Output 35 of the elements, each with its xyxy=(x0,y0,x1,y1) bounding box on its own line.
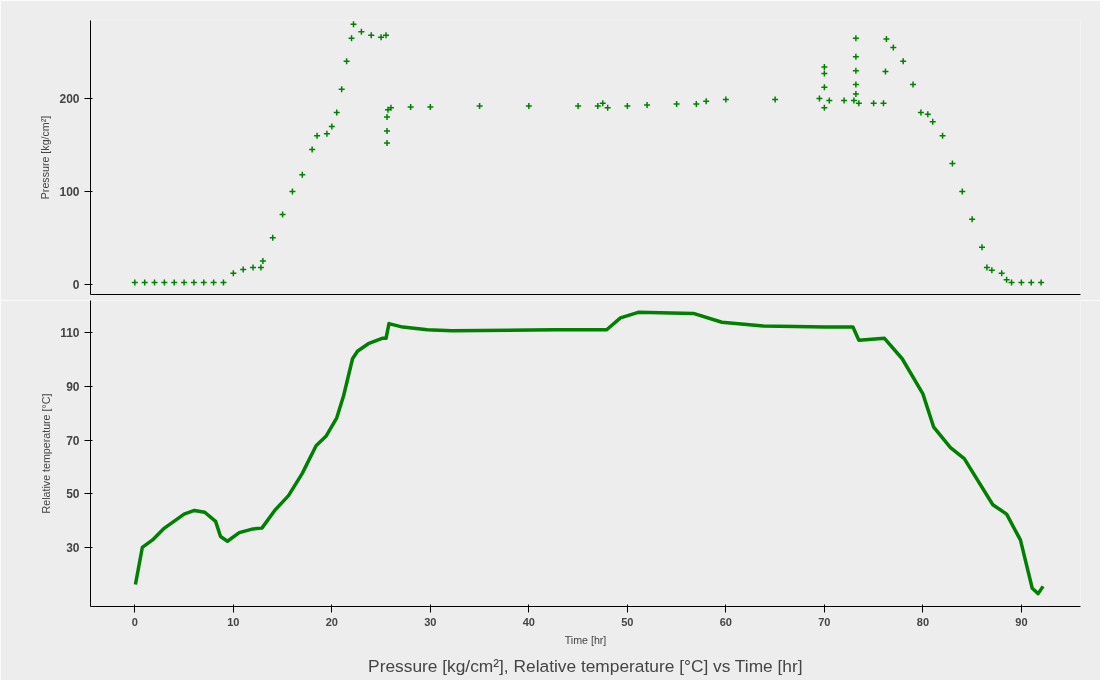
x-tick-label: 60 xyxy=(719,615,733,628)
x-tick-label: 30 xyxy=(424,615,437,628)
y-tick-label: 110 xyxy=(60,326,80,341)
point xyxy=(852,90,860,98)
x-axis-title: Time [hr] xyxy=(564,633,607,646)
point xyxy=(383,113,391,121)
x-tick-label: 20 xyxy=(325,615,338,628)
text: Pressure [kg/cm²], Relative temperature [°C] vs Time [hr] xyxy=(368,655,803,676)
point xyxy=(525,102,533,110)
y-tick-label: 90 xyxy=(66,379,80,394)
line-series xyxy=(133,310,1045,596)
point xyxy=(852,34,860,42)
y-tick-label: 200 xyxy=(59,92,80,107)
x-tick-label: 40 xyxy=(522,615,535,628)
x-tick-label: 50 xyxy=(621,615,634,628)
x-tick-label: 70 xyxy=(818,615,831,628)
x-tick-label: 80 xyxy=(916,615,930,628)
point xyxy=(643,101,651,109)
point xyxy=(383,127,391,135)
point xyxy=(259,257,267,265)
y-tick-label: 70 xyxy=(66,433,80,448)
point xyxy=(855,99,863,107)
y-tick-label: 0 xyxy=(72,277,80,292)
y-tick-label: 50 xyxy=(66,487,80,502)
y-tick-label: 30 xyxy=(66,540,80,555)
point xyxy=(978,243,986,251)
x-tick-label: 90 xyxy=(1015,615,1028,628)
y-axis-title: Relative temperature [°C] xyxy=(40,393,53,514)
point xyxy=(323,130,331,138)
point xyxy=(383,139,391,147)
x-tick-label: 0 xyxy=(131,615,138,628)
point xyxy=(574,102,582,110)
x-tick-label: 10 xyxy=(227,615,240,628)
y-axis-title: Pressure [kg/cm²] xyxy=(39,115,52,200)
y-tick-label: 100 xyxy=(59,184,80,199)
